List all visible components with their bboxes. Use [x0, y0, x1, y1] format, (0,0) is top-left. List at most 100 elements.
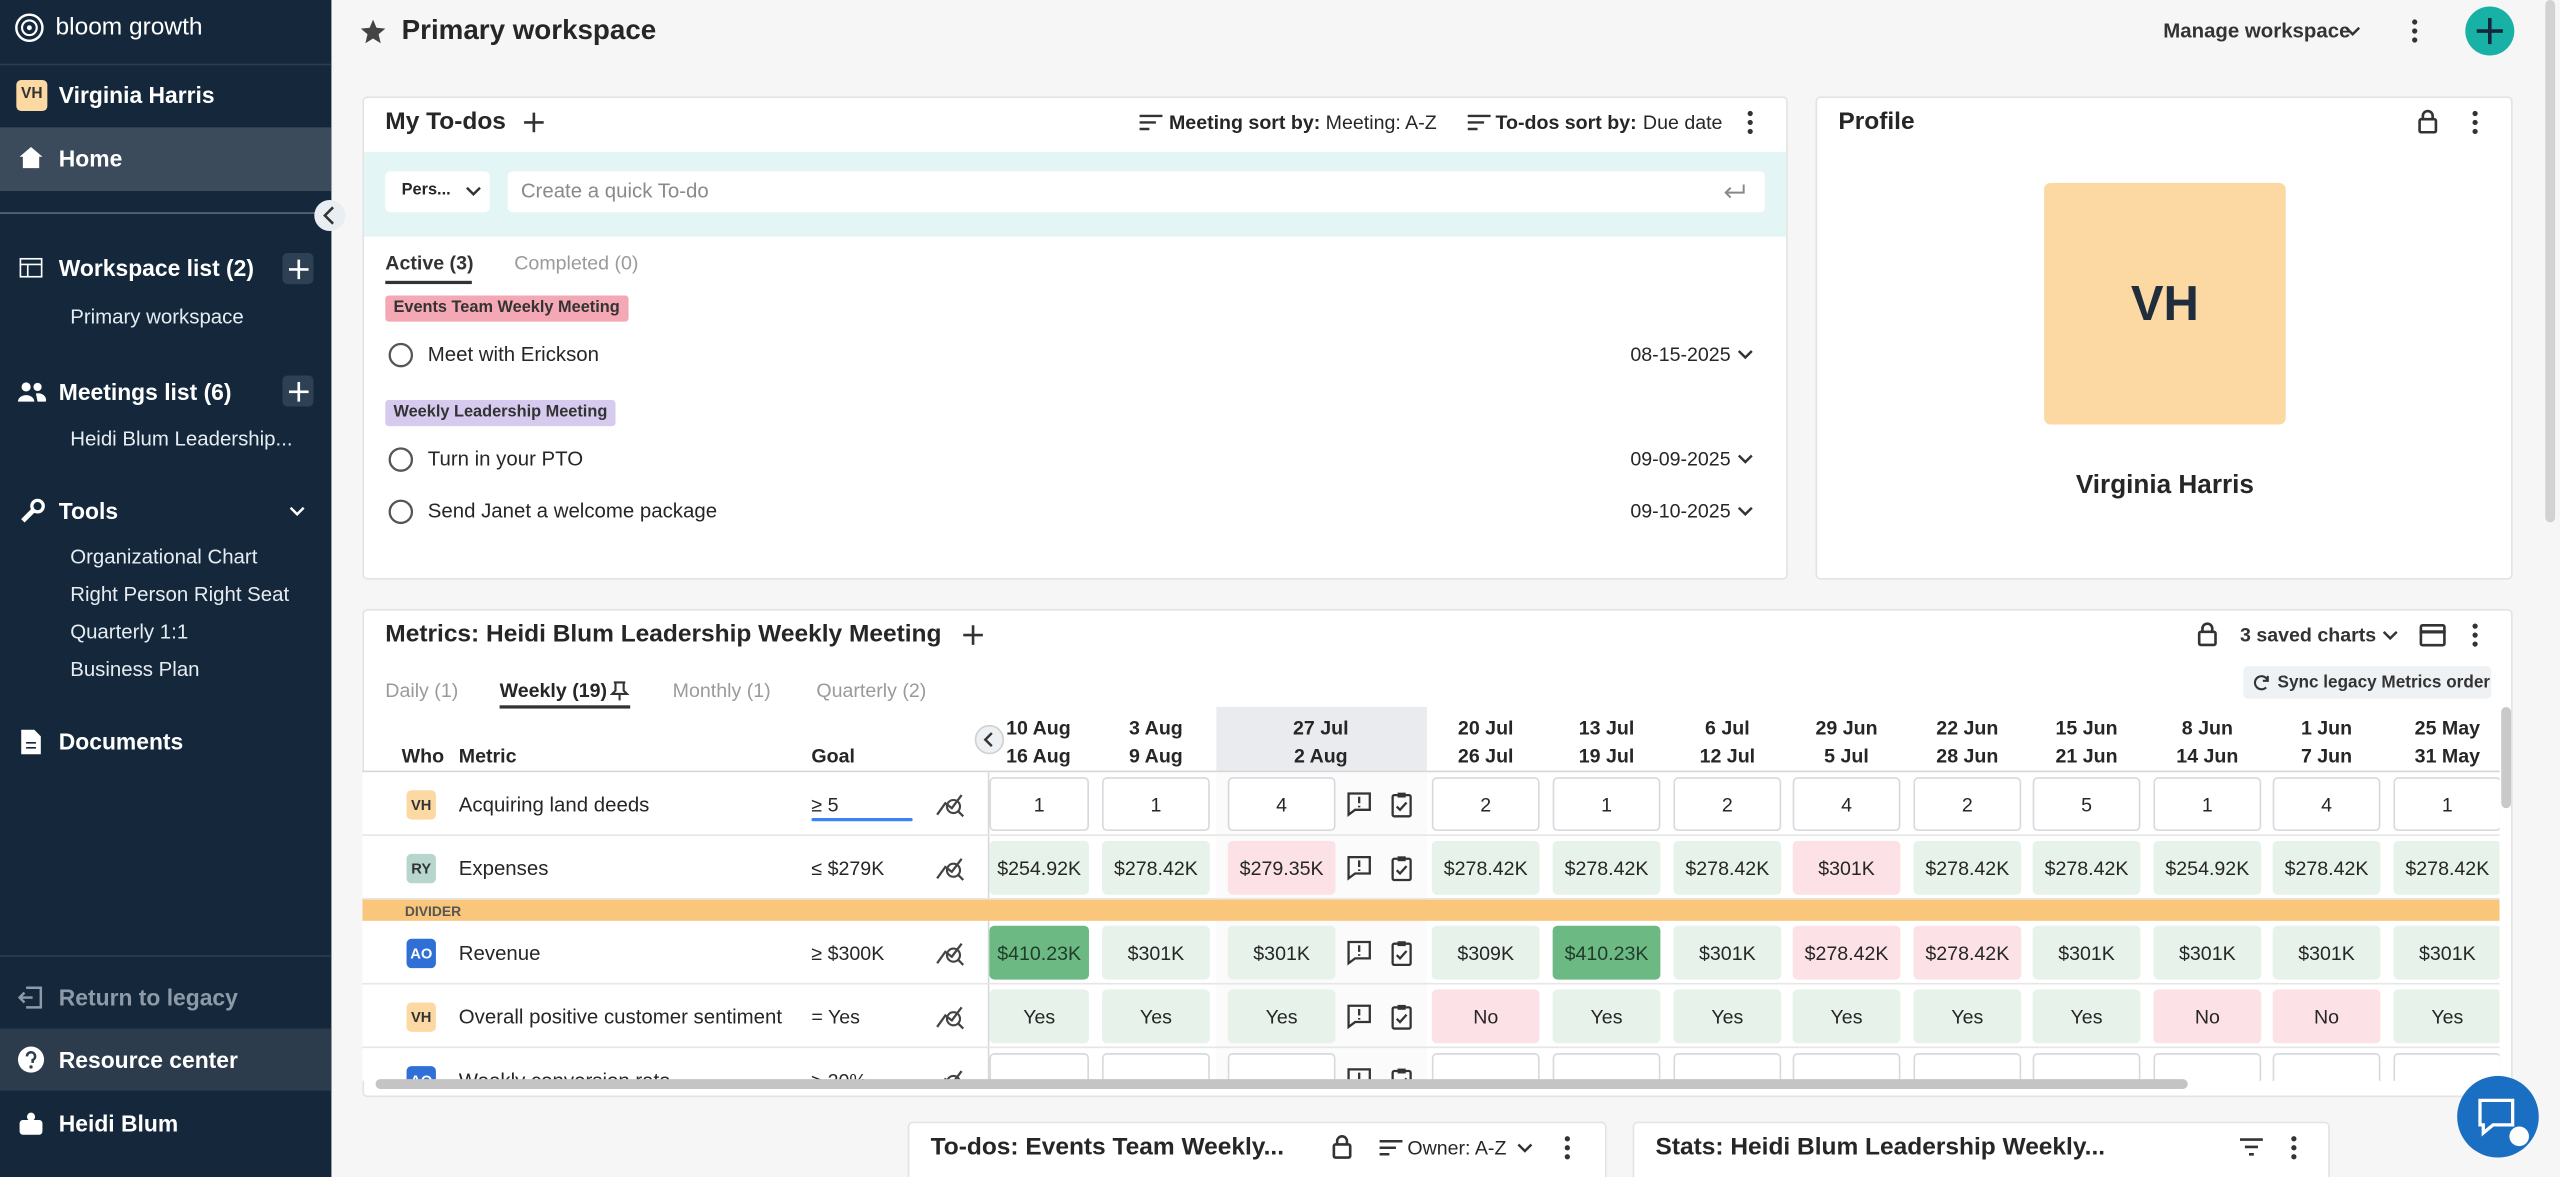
todo-checkbox[interactable]: [388, 499, 414, 525]
todo-icon[interactable]: [1391, 791, 1412, 817]
todo-checkbox[interactable]: [388, 447, 414, 472]
add-button[interactable]: [288, 381, 308, 401]
metric-cell[interactable]: [1673, 989, 1782, 1044]
filter-icon[interactable]: [2240, 1138, 2263, 1156]
metric-cell[interactable]: [2272, 777, 2381, 832]
chevron[interactable]: [465, 186, 481, 197]
chevron[interactable]: [1517, 1143, 1533, 1153]
metric-cell[interactable]: [2032, 1053, 2141, 1081]
metric-cell[interactable]: [1792, 777, 1901, 832]
kebab-menu[interactable]: [2289, 1135, 2299, 1161]
metric-cell[interactable]: [2032, 989, 2141, 1044]
metric-tab[interactable]: Daily (1): [385, 679, 459, 703]
metric-cell[interactable]: [1102, 1053, 1210, 1081]
metric-cell[interactable]: [2393, 840, 2500, 895]
kebab-menu[interactable]: [2470, 622, 2480, 648]
add-button[interactable]: [524, 112, 544, 133]
metric-cell[interactable]: [989, 777, 1089, 832]
nav-home[interactable]: [0, 127, 332, 192]
comment-icon[interactable]: [1347, 791, 1371, 817]
metric-cell[interactable]: [1431, 925, 1540, 980]
metric-cell[interactable]: [1792, 1053, 1901, 1081]
metric-cell[interactable]: [1913, 777, 2022, 832]
metric-cell[interactable]: [1552, 925, 1661, 980]
metric-cell[interactable]: [1552, 1053, 1661, 1081]
metric-tab[interactable]: Weekly (19): [499, 679, 608, 703]
todo-tab[interactable]: Active (3): [385, 251, 474, 275]
nav-item[interactable]: Business Plan: [70, 657, 200, 681]
metric-cell[interactable]: [1913, 925, 2022, 980]
todo-date[interactable]: 09-09-2025: [1630, 447, 1731, 471]
metric-cell[interactable]: [1227, 840, 1336, 895]
metric-cell[interactable]: [1227, 777, 1336, 832]
metric-cell[interactable]: [1673, 1053, 1782, 1081]
metric-cell[interactable]: [2153, 989, 2262, 1044]
metric-cell[interactable]: [1552, 840, 1661, 895]
comment-icon[interactable]: [1347, 1003, 1371, 1029]
metric-cell[interactable]: [2393, 1053, 2500, 1081]
metric-cell[interactable]: [1552, 777, 1661, 832]
metric-cell[interactable]: [1227, 989, 1336, 1044]
nav-item[interactable]: Heidi Blum Leadership...: [70, 427, 293, 451]
metric-cell[interactable]: [1102, 777, 1210, 832]
comment-icon[interactable]: [1347, 1067, 1371, 1081]
chevron[interactable]: [289, 506, 305, 517]
comment-icon[interactable]: [1347, 940, 1371, 965]
sort-value[interactable]: Due date: [1642, 111, 1723, 134]
metric-cell[interactable]: [2153, 925, 2262, 980]
metric-cell[interactable]: [2032, 925, 2141, 980]
todo-icon[interactable]: [1391, 1003, 1412, 1029]
metric-cell[interactable]: [2032, 840, 2141, 895]
metric-cell[interactable]: [2272, 989, 2381, 1044]
todo-checkbox[interactable]: [388, 342, 414, 368]
metric-cell[interactable]: [989, 925, 1089, 980]
metric-cell[interactable]: [989, 989, 1089, 1044]
todo-tab[interactable]: Completed (0): [514, 251, 639, 275]
collapse-sidebar[interactable]: [313, 199, 346, 232]
collapse-columns[interactable]: [974, 724, 1005, 755]
metric-cell[interactable]: [1792, 840, 1901, 895]
metric-cell[interactable]: [2393, 777, 2500, 832]
metric-cell[interactable]: [1431, 989, 1540, 1044]
nav-section[interactable]: Documents: [58, 728, 184, 755]
add-button[interactable]: [288, 258, 308, 279]
create-button[interactable]: [2465, 6, 2515, 56]
kebab-menu[interactable]: [2470, 109, 2480, 135]
nav-item[interactable]: Right Person Right Seat: [70, 582, 290, 606]
metric-cell[interactable]: [2153, 777, 2262, 832]
metric-cell[interactable]: [2393, 989, 2500, 1044]
metric-cell[interactable]: [1552, 989, 1661, 1044]
chevron[interactable]: [1737, 349, 1753, 360]
metric-cell[interactable]: [1913, 989, 2022, 1044]
favorite-star[interactable]: [360, 19, 386, 44]
metric-cell[interactable]: [989, 840, 1089, 895]
metric-cell[interactable]: [2032, 777, 2141, 832]
metric-tab[interactable]: Quarterly (2): [816, 679, 927, 703]
metric-cell[interactable]: [1102, 925, 1210, 980]
nav-item[interactable]: Primary workspace: [70, 305, 244, 329]
kebab-menu[interactable]: [1562, 1135, 1572, 1161]
metric-cell[interactable]: [2393, 925, 2500, 980]
chevron[interactable]: [1737, 454, 1753, 464]
metric-tab[interactable]: Monthly (1): [672, 679, 771, 703]
nav-footer[interactable]: Heidi Blum: [58, 1110, 179, 1137]
metric-cell[interactable]: [989, 1053, 1089, 1081]
chevron[interactable]: [1737, 506, 1753, 517]
metric-cell[interactable]: [1673, 925, 1782, 980]
metric-cell[interactable]: [1227, 1053, 1336, 1081]
metric-cell[interactable]: [1792, 925, 1901, 980]
manage-workspace[interactable]: Manage workspace: [2163, 19, 2351, 43]
metric-cell[interactable]: [1673, 840, 1782, 895]
saved-charts[interactable]: 3 saved charts: [2240, 623, 2377, 647]
metric-cell[interactable]: [2272, 1053, 2381, 1081]
todo-date[interactable]: 08-15-2025: [1630, 342, 1731, 366]
sort-value[interactable]: Meeting: A-Z: [1325, 111, 1437, 134]
metric-cell[interactable]: [1913, 840, 2022, 895]
chat-button[interactable]: [2457, 1075, 2539, 1158]
chevron[interactable]: [2344, 26, 2361, 37]
calendar-icon[interactable]: [2419, 622, 2446, 647]
comment-icon[interactable]: [1347, 855, 1371, 880]
nav-footer[interactable]: Return to legacy: [58, 984, 238, 1011]
metric-cell[interactable]: [1431, 777, 1540, 832]
sync-button[interactable]: [2243, 666, 2492, 699]
